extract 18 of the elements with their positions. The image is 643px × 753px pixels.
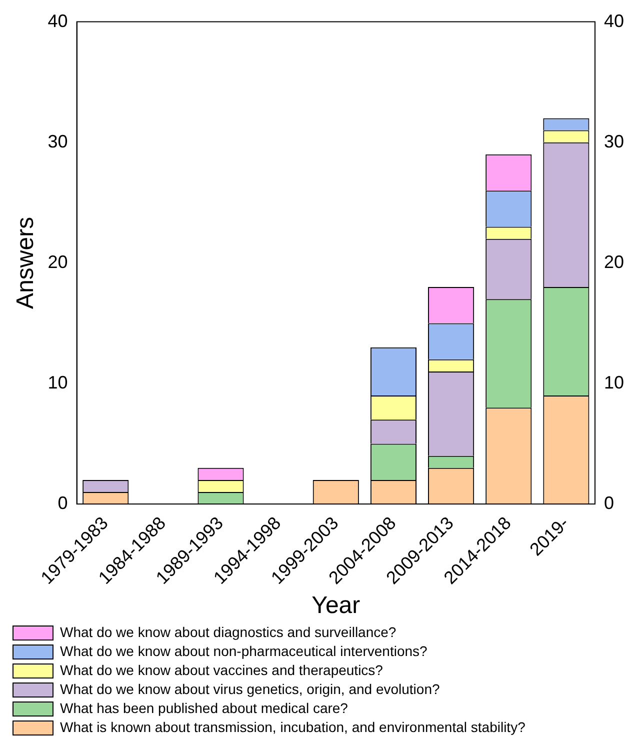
legend-label: What do we know about vaccines and therapeutics?	[60, 662, 384, 678]
y-tick-label: 0	[58, 493, 68, 514]
legend-label: What is known about transmission, incubation, and environmental stability?	[60, 718, 526, 735]
y2-tick-label: 10	[604, 372, 624, 392]
y-axis-title: Answers	[12, 216, 40, 309]
y2-tick-label: 30	[604, 131, 624, 152]
x-axis-title: Year	[312, 592, 360, 620]
legend-label: What do we know about diagnostics and surveillance?	[60, 624, 396, 640]
y2-tick-label: 20	[604, 252, 624, 272]
y-tick-label: 10	[48, 372, 68, 392]
legend-label: What do we know about virus genetics, origin, and evolution?	[60, 680, 440, 697]
y2-tick-label: 0	[604, 493, 614, 514]
y2-tick-label: 40	[604, 10, 624, 31]
legend-label: What do we know about non-pharmaceutical interventions?	[60, 642, 428, 659]
y-tick-label: 40	[48, 10, 68, 31]
y-tick-label: 30	[48, 131, 68, 152]
legend-label: What has been published about medical care?	[60, 700, 348, 716]
y-tick-label: 20	[48, 252, 68, 272]
